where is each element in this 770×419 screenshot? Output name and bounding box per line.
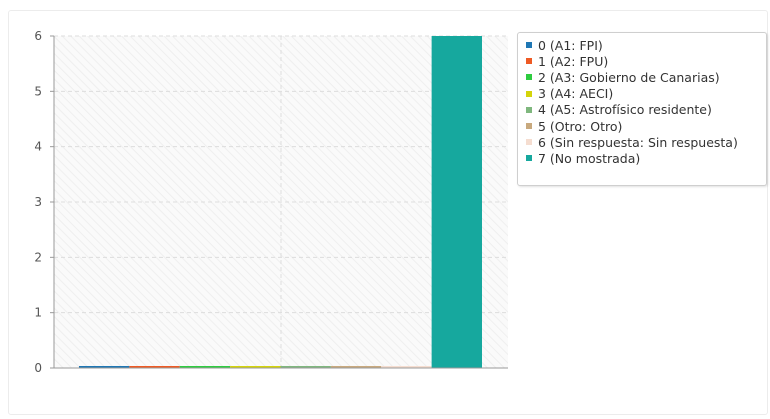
bar-3[interactable] (230, 366, 281, 368)
y-tick-label: 2 (34, 250, 42, 264)
bar-5[interactable] (330, 366, 382, 368)
bar-7[interactable] (431, 36, 482, 368)
y-tick-label: 1 (34, 306, 42, 320)
legend-item[interactable]: 7 (No mostrada) (526, 150, 766, 166)
legend-label: 4 (A5: Astrofísico residente) (538, 102, 712, 118)
legend-label: 0 (A1: FPI) (538, 37, 603, 53)
legend-swatch-icon (526, 74, 532, 81)
legend-item[interactable]: 4 (A5: Astrofísico residente) (526, 102, 766, 118)
legend-label: 6 (Sin respuesta: Sin respuesta) (538, 134, 738, 150)
legend-label: 1 (A2: FPU) (538, 53, 609, 69)
legend-label: 7 (No mostrada) (538, 150, 641, 166)
legend-swatch-icon (526, 90, 532, 97)
chart-legend: 0 (A1: FPI) 1 (A2: FPU) 2 (A3: Gobierno de… (517, 32, 767, 186)
legend-swatch-icon (526, 123, 532, 130)
legend-item[interactable]: 2 (A3: Gobierno de Canarias) (526, 69, 766, 85)
legend-label: 3 (A4: AECI) (538, 86, 614, 102)
bar-2[interactable] (179, 366, 231, 368)
bar-0[interactable] (79, 366, 130, 368)
bar-4[interactable] (280, 366, 331, 368)
legend-swatch-icon (526, 58, 532, 65)
y-tick-labels: 0 1 2 3 4 5 6 (34, 29, 54, 375)
bars (79, 36, 482, 368)
bar-6[interactable] (381, 366, 432, 368)
legend-item[interactable]: 5 (Otro: Otro) (526, 118, 766, 134)
legend-swatch-icon (526, 155, 532, 162)
legend-label: 5 (Otro: Otro) (538, 118, 623, 134)
y-tick-label: 6 (34, 29, 42, 43)
legend-swatch-icon (526, 42, 532, 49)
legend-swatch-icon (526, 139, 532, 146)
legend-item[interactable]: 3 (A4: AECI) (526, 86, 766, 102)
legend-item[interactable]: 0 (A1: FPI) (526, 37, 766, 53)
legend-label: 2 (A3: Gobierno de Canarias) (538, 69, 720, 85)
legend-item[interactable]: 6 (Sin respuesta: Sin respuesta) (526, 134, 766, 150)
bar-1[interactable] (129, 366, 180, 368)
y-tick-label: 5 (34, 84, 42, 98)
y-tick-label: 4 (34, 140, 42, 154)
legend-item[interactable]: 1 (A2: FPU) (526, 53, 766, 69)
y-tick-label: 0 (34, 361, 42, 375)
y-tick-label: 3 (34, 195, 42, 209)
legend-swatch-icon (526, 106, 532, 113)
